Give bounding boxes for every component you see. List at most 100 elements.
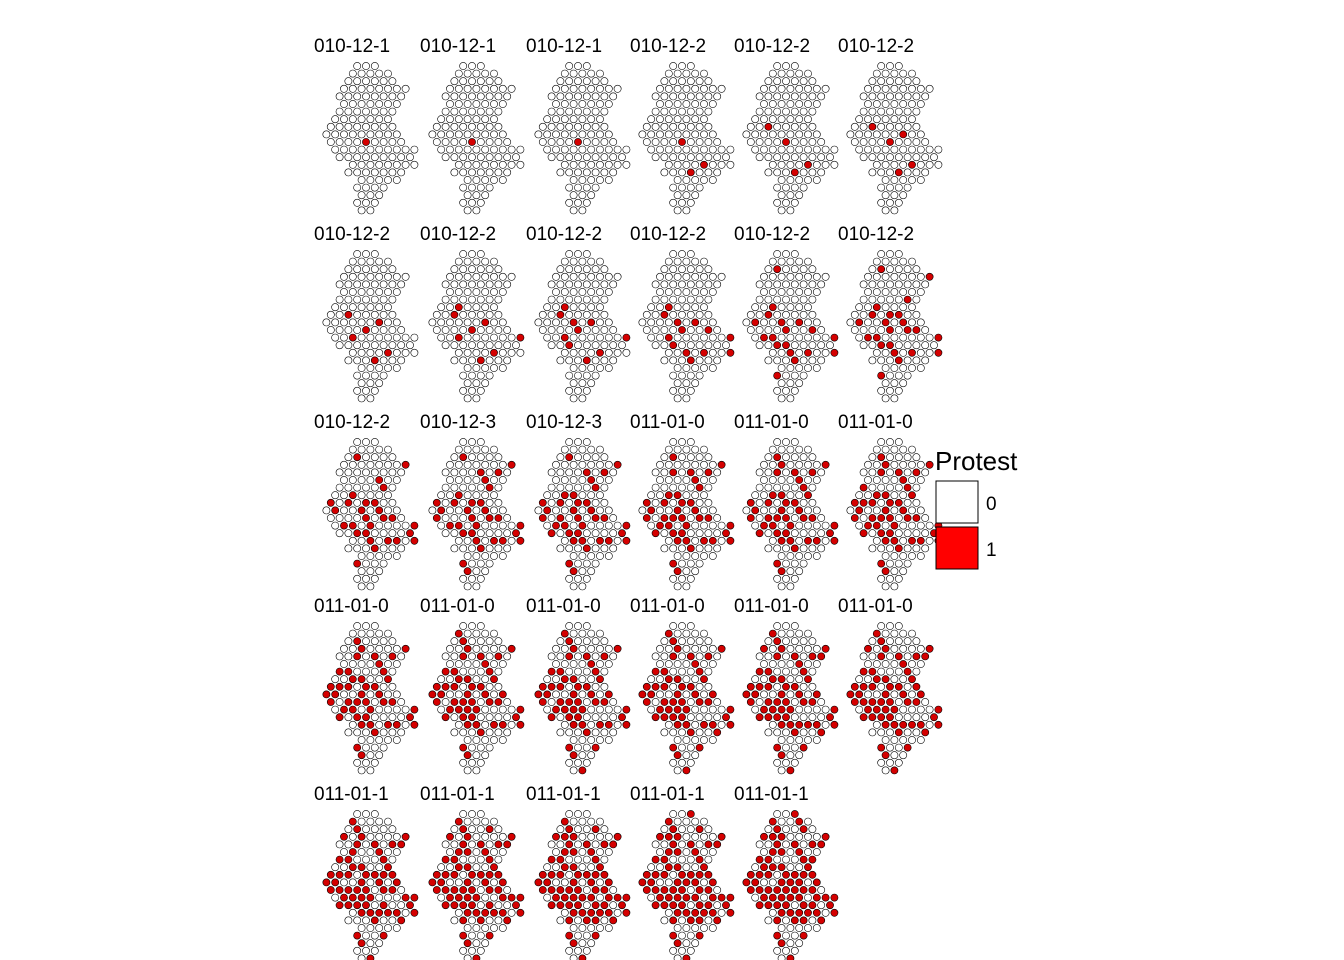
hex-cell-no-protest (340, 100, 348, 108)
hex-cell-no-protest (375, 191, 384, 200)
hex-cell-no-protest (899, 348, 908, 357)
hex-cell-no-protest (468, 62, 476, 70)
hex-cell-no-protest (441, 310, 450, 319)
hex-cell-protest (560, 863, 569, 872)
hex-cell-protest (760, 893, 768, 902)
panel-title: 010-12-1 (314, 36, 390, 57)
hex-cell-protest (786, 720, 795, 729)
hex-cell-no-protest (925, 705, 934, 714)
hex-cell-no-protest (468, 371, 476, 380)
hex-cell-no-protest (773, 498, 782, 507)
hex-cell-no-protest (899, 491, 908, 500)
hex-cell-no-protest (468, 122, 476, 131)
hex-cell-no-protest (868, 153, 877, 162)
hex-cell-no-protest (673, 476, 682, 484)
hex-cell-no-protest (916, 130, 925, 139)
hex-cell-no-protest (713, 514, 722, 522)
hex-cell-no-protest (472, 552, 481, 560)
hex-cell-no-protest (886, 652, 894, 661)
hex-cell-no-protest (908, 318, 916, 327)
hex-cell-no-protest (817, 514, 826, 522)
hex-cell-no-protest (490, 130, 498, 139)
hex-cell-no-protest (485, 153, 494, 162)
hex-cell-no-protest (755, 122, 764, 131)
hex-cell-no-protest (768, 690, 777, 699)
hex-cell-protest (353, 901, 362, 910)
hex-cell-no-protest (804, 521, 812, 530)
hex-cell-protest (773, 265, 782, 274)
hex-cell-no-protest (691, 379, 700, 388)
hex-cell-no-protest (370, 886, 379, 894)
hex-cell-no-protest (503, 652, 512, 661)
hex-cell-no-protest (441, 483, 450, 492)
hex-cell-no-protest (468, 153, 476, 162)
hex-cell-protest (432, 682, 441, 691)
hex-cell-no-protest (773, 77, 782, 86)
hex-cell-no-protest (353, 810, 362, 818)
hex-cell-no-protest (678, 758, 686, 767)
hex-cell-no-protest (362, 198, 370, 207)
hex-cell-no-protest (704, 916, 713, 925)
hex-cell-protest (795, 318, 804, 327)
hex-cell-no-protest (877, 758, 886, 767)
hex-cell-no-protest (463, 272, 472, 281)
hex-cell-no-protest (700, 115, 708, 124)
hex-cell-protest (454, 521, 463, 530)
hex-cell-protest (773, 916, 782, 925)
hex-cell-no-protest (686, 758, 695, 767)
hex-cell-protest (335, 855, 344, 864)
hex-cell-no-protest (742, 130, 751, 139)
hex-cell-protest (755, 901, 764, 910)
hex-cell-no-protest (379, 728, 388, 737)
hex-cell-no-protest (713, 326, 722, 334)
hex-cell-no-protest (916, 272, 925, 281)
hex-cell-no-protest (925, 348, 934, 357)
facet-panel: 010-12-1 (314, 36, 419, 215)
hex-cell-no-protest (366, 690, 375, 699)
hex-cell-no-protest (450, 168, 459, 177)
hex-cell-no-protest (790, 667, 799, 676)
hex-cell-no-protest (468, 574, 476, 583)
hex-cell-protest (647, 506, 656, 515)
hex-cell-no-protest (582, 514, 591, 522)
hex-cell-protest (485, 886, 494, 894)
hex-cell-no-protest (366, 629, 375, 638)
hex-cell-protest (855, 506, 864, 515)
hex-cell-no-protest (682, 69, 691, 78)
hex-cell-protest (565, 529, 574, 538)
hex-cell-no-protest (507, 145, 516, 154)
hex-cell-protest (656, 705, 664, 714)
hex-cell-no-protest (366, 84, 375, 93)
hex-cell-no-protest (782, 438, 790, 446)
hex-cell-no-protest (695, 637, 704, 646)
hex-cell-no-protest (375, 536, 384, 545)
hex-cell-no-protest (472, 333, 481, 342)
hex-cell-no-protest (894, 529, 903, 538)
hex-cell-no-protest (604, 130, 613, 139)
hex-cell-no-protest (481, 364, 490, 372)
hex-cell-no-protest (397, 153, 406, 162)
hex-cell-no-protest (574, 622, 582, 630)
hex-cell-no-protest (503, 326, 512, 334)
hex-cell-no-protest (669, 280, 678, 289)
hex-cell-no-protest (804, 629, 812, 638)
hex-cell-no-protest (899, 629, 908, 638)
hex-cell-no-protest (348, 69, 357, 78)
hex-cell-protest (565, 559, 574, 568)
hex-cell-protest (392, 908, 401, 917)
hex-cell-no-protest (446, 318, 454, 327)
hex-cell-no-protest (362, 728, 370, 737)
hex-cell-no-protest (596, 491, 604, 500)
hex-cell-protest (921, 728, 930, 737)
hex-cell-no-protest (498, 736, 507, 744)
hex-cell-no-protest (582, 386, 591, 395)
hex-cell-no-protest (534, 506, 543, 515)
hex-cell-no-protest (463, 954, 472, 960)
hex-cell-no-protest (441, 153, 450, 162)
hex-cell-no-protest (660, 107, 669, 116)
hex-cell-no-protest (353, 682, 362, 691)
hex-cell-protest (560, 675, 569, 684)
hex-cell-protest (673, 878, 682, 887)
hex-cell-no-protest (481, 491, 490, 500)
hex-cell-no-protest (877, 77, 886, 86)
